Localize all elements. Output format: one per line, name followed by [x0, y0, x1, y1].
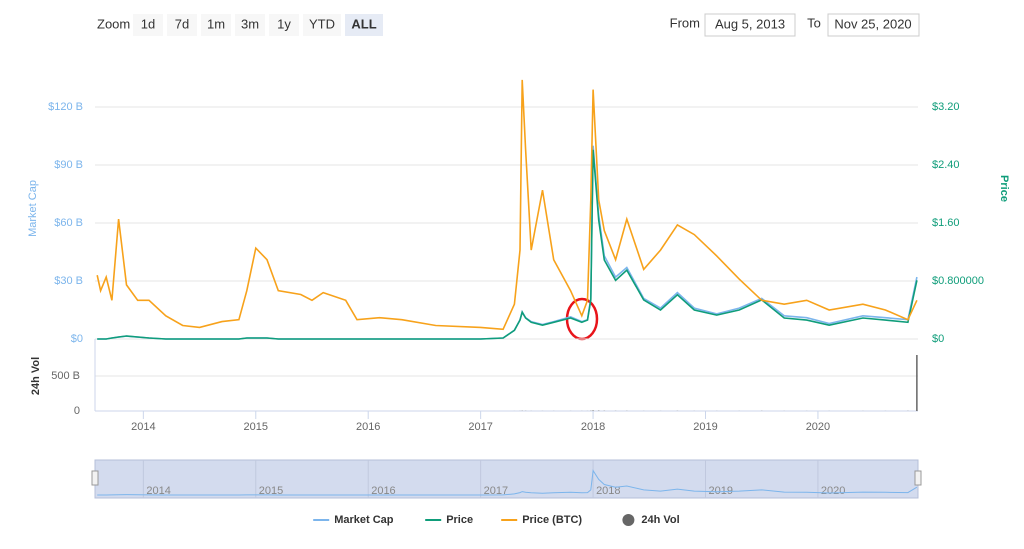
navigator-label: 2015 — [259, 485, 283, 497]
zoom-button-label: ALL — [351, 16, 376, 31]
navigator-handle[interactable] — [914, 470, 922, 486]
y2-tick-label: $3.20 — [932, 101, 960, 113]
x-tick-label: 2014 — [131, 421, 155, 433]
y-axis-title: 24h Vol — [30, 357, 42, 395]
y2-tick-label: $0.800000 — [932, 275, 984, 287]
zoom-button[interactable] — [201, 14, 231, 36]
y-tick-label: $0 — [71, 333, 83, 345]
zoom-button[interactable] — [167, 14, 197, 36]
navigator-label: 2017 — [484, 485, 508, 497]
y2-tick-label: $1.60 — [932, 217, 960, 229]
x-tick-label: 2016 — [356, 421, 380, 433]
navigator-line — [97, 469, 918, 496]
zoom-button-label: 3m — [241, 16, 259, 31]
y2-tick-label: $2.40 — [932, 159, 960, 171]
volume-bar — [916, 355, 918, 411]
zoom-button-label: 1y — [277, 16, 291, 31]
y-axis-title: Market Cap — [27, 180, 39, 237]
legend-swatch — [622, 514, 635, 526]
x-tick-label: 2015 — [244, 421, 268, 433]
navigator-handle[interactable] — [91, 470, 99, 486]
x-tick-label: 2019 — [693, 421, 717, 433]
zoom-button-label: 7d — [175, 16, 189, 31]
y-tick-label: $30 B — [54, 275, 83, 287]
to-value: Nov 25, 2020 — [834, 16, 911, 31]
legend-label[interactable]: Price — [446, 514, 473, 526]
zoom-label: Zoom — [97, 16, 130, 31]
series-line — [97, 145, 918, 340]
series-line — [97, 149, 918, 340]
zoom-button[interactable] — [235, 14, 265, 36]
y-tick-label: 0 — [74, 405, 80, 417]
navigator-label: 2018 — [596, 485, 620, 497]
legend-label[interactable]: Price (BTC) — [522, 514, 582, 526]
x-tick-label: 2018 — [581, 421, 605, 433]
x-tick-label: 2017 — [468, 421, 492, 433]
navigator-label: 2020 — [821, 485, 845, 497]
legend-label[interactable]: Market Cap — [334, 514, 394, 526]
navigator-label: 2019 — [709, 485, 733, 497]
from-input[interactable] — [704, 13, 796, 37]
y-tick-label: 500 B — [51, 370, 80, 382]
series-line — [96, 79, 918, 331]
to-label: To — [807, 15, 821, 30]
zoom-button-label: YTD — [309, 16, 335, 31]
zoom-button[interactable] — [345, 14, 383, 36]
zoom-button-label: 1d — [141, 16, 155, 31]
navigator-label: 2014 — [146, 485, 170, 497]
x-tick-label: 2020 — [806, 421, 830, 433]
zoom-button[interactable] — [133, 14, 163, 36]
zoom-button[interactable] — [269, 14, 299, 36]
y-tick-label: $60 B — [54, 217, 83, 229]
from-label: From — [670, 15, 700, 30]
navigator-label: 2016 — [371, 485, 395, 497]
y2-tick-label: $0 — [932, 333, 944, 345]
legend-label[interactable]: 24h Vol — [641, 514, 679, 526]
volume-bar — [592, 410, 594, 411]
zoom-button[interactable] — [303, 14, 341, 36]
y-tick-label: $120 B — [48, 101, 83, 113]
from-value: Aug 5, 2013 — [715, 16, 785, 31]
y2-axis-title: Price — [998, 175, 1010, 202]
zoom-button-label: 1m — [207, 16, 225, 31]
to-input[interactable] — [827, 13, 920, 37]
y-tick-label: $90 B — [54, 159, 83, 171]
